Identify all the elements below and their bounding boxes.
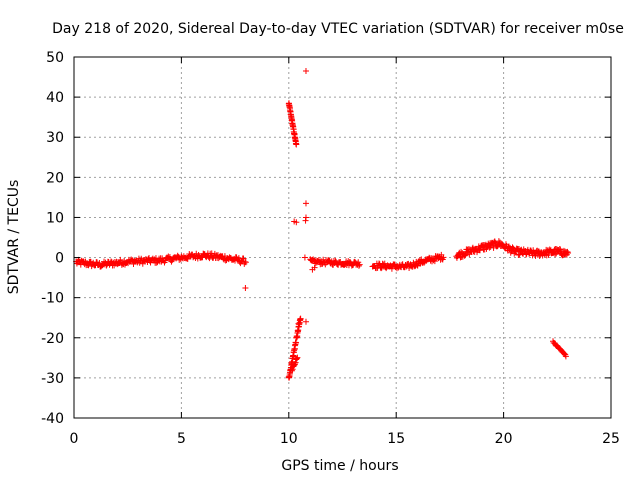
data-point	[552, 251, 559, 258]
data-point	[332, 257, 339, 264]
axis-ticks: 0 5 10 15 20 25 -40 -30 -20 -10 0 10 20 30 40 50	[41, 50, 620, 447]
data-point	[103, 262, 110, 269]
data-point	[301, 254, 308, 261]
y-tick-label: -40	[41, 411, 64, 427]
data-point	[487, 243, 494, 250]
data-point	[556, 246, 563, 253]
data-point	[348, 262, 355, 269]
data-point	[302, 200, 309, 207]
data-point	[439, 255, 446, 262]
data-point	[311, 264, 318, 271]
plot-area-frame	[73, 56, 612, 419]
data-point	[242, 285, 249, 292]
data-point	[560, 350, 567, 357]
data-point	[242, 259, 249, 266]
data-point	[293, 339, 300, 346]
x-tick-label: 0	[70, 431, 79, 447]
data-point	[294, 354, 301, 361]
data-points	[73, 68, 572, 381]
data-point	[292, 359, 299, 366]
y-tick-label: 20	[46, 170, 64, 186]
y-tick-label: -20	[41, 331, 64, 347]
data-point	[168, 258, 175, 265]
x-tick-label: 10	[280, 431, 298, 447]
data-point	[476, 247, 483, 254]
data-point	[356, 261, 363, 268]
y-tick-label: 10	[46, 210, 64, 226]
data-point	[295, 320, 302, 327]
y-tick-label: -30	[41, 371, 64, 387]
data-point	[302, 68, 309, 75]
data-point	[293, 141, 300, 148]
x-tick-label: 25	[602, 431, 620, 447]
data-point	[431, 258, 438, 265]
x-axis-label: GPS time / hours	[281, 458, 398, 474]
x-tick-label: 15	[387, 431, 405, 447]
data-point	[289, 366, 296, 373]
data-point	[293, 355, 300, 362]
x-tick-label: 5	[177, 431, 186, 447]
data-point	[516, 251, 523, 258]
x-tick-label: 20	[495, 431, 513, 447]
data-point	[388, 265, 395, 272]
data-point	[491, 239, 498, 246]
data-point	[564, 248, 571, 255]
data-point	[117, 256, 124, 263]
data-point	[557, 246, 564, 253]
data-point	[293, 219, 300, 226]
y-tick-label: 40	[46, 90, 64, 106]
data-point	[85, 262, 92, 269]
data-point	[565, 249, 572, 256]
y-axis-label: SDTVAR / TECUs	[6, 180, 22, 295]
y-tick-label: 50	[46, 50, 64, 66]
data-point	[302, 318, 309, 325]
data-point	[562, 353, 569, 360]
grid-lines	[74, 57, 611, 418]
data-point	[297, 315, 304, 322]
y-tick-label: -10	[41, 291, 64, 307]
data-point	[440, 254, 447, 261]
y-tick-label: 0	[55, 251, 64, 267]
data-point	[462, 252, 469, 259]
data-point	[302, 217, 309, 224]
chart-title: Day 218 of 2020, Sidereal Day-to-day VTE…	[52, 21, 624, 37]
data-point	[378, 265, 385, 272]
data-point	[355, 262, 362, 269]
data-point	[240, 255, 247, 262]
y-tick-label: 30	[46, 130, 64, 146]
data-point	[515, 252, 522, 259]
